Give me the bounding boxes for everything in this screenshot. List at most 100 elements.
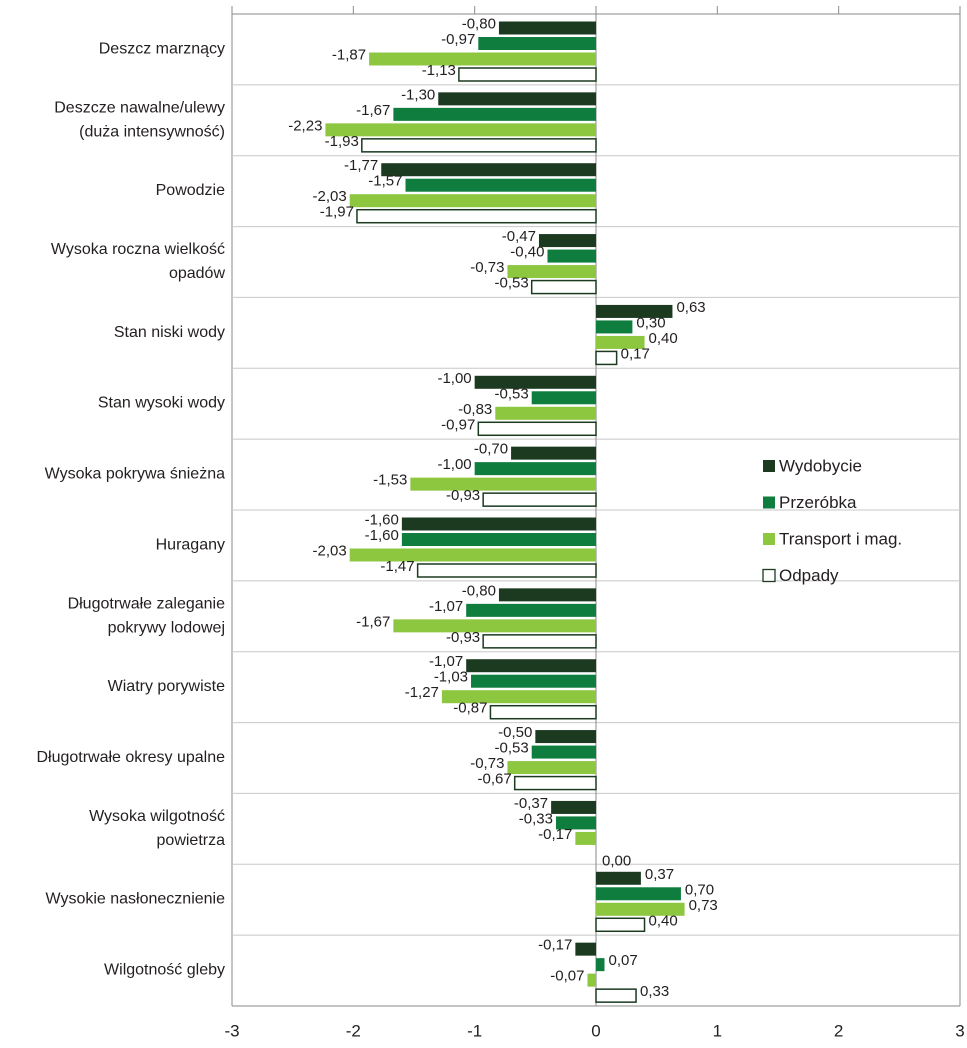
value-label: 0,33 [640, 983, 669, 1000]
x-tick-label: 2 [834, 1021, 843, 1040]
value-label: -1,03 [434, 669, 468, 686]
value-label: -0,17 [538, 826, 572, 843]
value-label: -1,07 [429, 653, 463, 670]
category-label-line: Wysokie nasłonecznienie [45, 891, 225, 908]
value-label: 0,07 [608, 952, 637, 969]
bar [538, 234, 596, 248]
bar [471, 674, 596, 688]
value-label: 0,63 [676, 299, 705, 316]
x-tick-label: 1 [713, 1021, 722, 1040]
category-label-line: Długotrwałe zaleganie [68, 596, 226, 613]
value-label: -1,60 [365, 527, 399, 544]
value-label: -1,67 [356, 102, 390, 119]
bar [369, 52, 596, 66]
bar [531, 391, 596, 405]
bar [575, 831, 596, 845]
x-tick-label: 0 [591, 1021, 600, 1040]
category-label: Stan wysoki wody [98, 395, 225, 412]
x-tick-label: 3 [955, 1021, 964, 1040]
bar [531, 745, 596, 759]
value-label: 0,73 [689, 897, 718, 914]
value-label: -0,37 [514, 795, 548, 812]
value-label: -1,13 [422, 62, 456, 79]
value-label: -0,93 [446, 629, 480, 646]
bar [441, 690, 596, 704]
bar [381, 163, 596, 177]
category-label-line: Deszcz marznący [99, 41, 225, 58]
bar [478, 37, 596, 50]
category-label: Wysoka wilgotność powietrza [89, 808, 225, 849]
legend-label: Wydobycie [779, 456, 862, 475]
bar [356, 208, 597, 224]
bar [535, 730, 596, 744]
bar [595, 917, 646, 933]
bar [507, 761, 596, 775]
bar [466, 603, 596, 617]
category-label-line: Powodzie [156, 182, 225, 199]
bar [393, 107, 596, 121]
category-label-line: Huragany [156, 537, 225, 554]
value-label: -0,47 [502, 228, 536, 245]
value-label: 0,37 [645, 866, 674, 883]
value-label: -1,77 [344, 157, 378, 174]
bar [596, 902, 685, 916]
value-label: 0,40 [649, 330, 678, 347]
bar [474, 375, 596, 389]
category-label-line: (duża intensywność) [79, 124, 225, 141]
legend-label: Transport i mag. [779, 529, 902, 548]
bar [416, 563, 597, 578]
bar [596, 871, 641, 885]
value-label: -0,17 [538, 937, 572, 954]
bar [575, 942, 596, 956]
value-label: 0,30 [636, 314, 665, 331]
bar [551, 800, 596, 814]
value-label: -1,00 [437, 456, 471, 473]
bar [498, 21, 596, 35]
category-label-line: Wysoka wilgotność [89, 808, 225, 825]
bar [466, 659, 596, 673]
category-label-line: Stan wysoki wody [98, 395, 225, 412]
bar [596, 887, 681, 901]
value-label: -1,93 [325, 133, 359, 150]
bar [507, 265, 596, 279]
value-label: -0,80 [462, 582, 496, 599]
category-label: Długotrwałe zaleganie pokrywy lodowej [68, 596, 226, 637]
category-label: Wysoka pokrywa śnieżna [45, 466, 225, 483]
bar [410, 477, 596, 491]
value-label: -2,03 [312, 542, 346, 559]
category-label-line: Deszcze nawalne/ulewy [54, 100, 225, 117]
value-label: -0,80 [462, 15, 496, 32]
category-label-line: Wiatry porywiste [108, 678, 225, 695]
value-label: -1,00 [437, 370, 471, 387]
value-label: -0,53 [494, 385, 528, 402]
bar [596, 958, 605, 972]
bar [596, 320, 633, 334]
bar [511, 446, 596, 460]
value-label: -0,97 [441, 416, 475, 433]
x-tick-label: -1 [467, 1021, 482, 1040]
value-label: -0,53 [494, 740, 528, 757]
value-label: -0,83 [458, 401, 492, 418]
value-label: -1,60 [365, 511, 399, 528]
bar [587, 973, 596, 987]
bar [595, 350, 618, 366]
value-label: -0,07 [550, 968, 584, 985]
bar [361, 138, 597, 153]
value-label: -1,47 [380, 558, 414, 575]
category-label: Wysokie nasłonecznienie [45, 891, 225, 908]
bar [596, 335, 645, 349]
bar [482, 634, 597, 649]
bar [513, 775, 597, 791]
value-label: -0,50 [498, 724, 532, 741]
category-label: Powodzie [156, 182, 225, 199]
x-tick-label: -2 [346, 1021, 361, 1040]
value-label: -2,23 [288, 117, 322, 134]
legend-label: Przeróbka [779, 493, 857, 512]
value-label: 0,00 [602, 852, 631, 869]
bar [349, 194, 596, 208]
category-label-line: pokrywy lodowej [108, 620, 225, 637]
category-label-line: powietrza [157, 832, 226, 849]
legend-label: Odpady [779, 566, 839, 585]
